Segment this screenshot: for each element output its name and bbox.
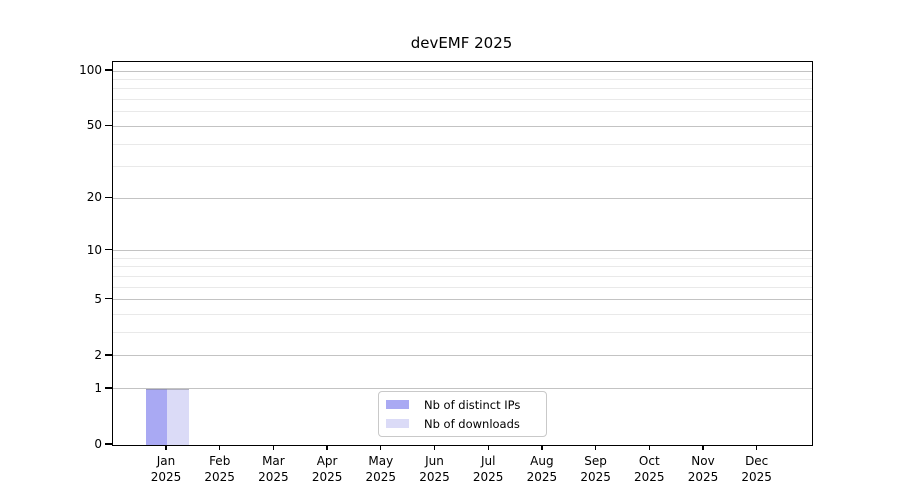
- month-label: Jul: [480, 454, 496, 468]
- month-label: Jun: [425, 454, 444, 468]
- legend-swatch-distinct-ips-icon: [386, 400, 409, 409]
- year-label: 2025: [365, 470, 397, 484]
- gridline-major-100: [113, 70, 812, 72]
- x-tick-label-nov: Nov 2025: [671, 453, 735, 485]
- legend-item-distinct-ips: Nb of distinct IPs: [386, 395, 539, 414]
- legend-swatch-downloads-icon: [386, 419, 409, 428]
- year-label: 2025: [580, 470, 611, 484]
- month-label: Feb: [209, 454, 231, 468]
- y-tick-mark-20: [105, 196, 112, 198]
- gridline-minor-4: [113, 314, 812, 316]
- gridline-minor-9: [113, 257, 812, 259]
- year-label: 2025: [526, 470, 558, 484]
- legend-item-downloads: Nb of downloads: [386, 414, 539, 433]
- x-tick-label-dec: Dec 2025: [725, 453, 789, 485]
- gridline-minor-80: [113, 88, 812, 90]
- x-tick-label-sep: Sep 2025: [564, 453, 628, 485]
- x-tick-mark-sep: [594, 445, 597, 451]
- y-axis: 0 1 2 5 10 20 50 100: [55, 0, 102, 500]
- x-tick-mark-feb: [219, 445, 221, 451]
- x-tick-mark-dec: [756, 445, 758, 451]
- legend-label-downloads: Nb of downloads: [424, 416, 520, 431]
- year-label: 2025: [258, 470, 289, 484]
- gridline-major-50: [113, 125, 812, 127]
- y-tick-label-0: 0: [94, 437, 102, 451]
- x-tick-mark-apr: [326, 445, 328, 451]
- year-label: 2025: [472, 470, 504, 484]
- chart-title: devEMF 2025: [410, 34, 513, 52]
- month-label: May: [368, 454, 394, 468]
- year-label: 2025: [419, 470, 450, 484]
- gridline-major-1: [113, 388, 812, 390]
- year-label: 2025: [634, 470, 665, 484]
- gridline-minor-30: [113, 166, 812, 168]
- legend-label-distinct-ips: Nb of distinct IPs: [424, 397, 521, 412]
- legend: Nb of distinct IPs Nb of downloads: [378, 391, 547, 437]
- gridline-minor-3: [113, 332, 812, 334]
- y-tick-mark-100: [105, 69, 112, 71]
- y-tick-mark-10: [105, 248, 112, 251]
- gridline-major-20: [113, 197, 812, 199]
- month-label: Apr: [316, 454, 338, 468]
- month-label: Nov: [691, 454, 715, 468]
- gridline-major-10: [113, 250, 812, 252]
- x-tick-label-oct: Oct 2025: [617, 453, 681, 485]
- x-tick-mark-jan: [165, 445, 167, 451]
- plot-area: [112, 61, 813, 446]
- y-tick-label-10: 10: [86, 242, 102, 257]
- month-label: Mar: [262, 454, 285, 468]
- y-tick-label-20: 20: [86, 190, 102, 205]
- bar-nb-of-downloads-jan: [167, 388, 189, 445]
- y-tick-label-2: 2: [94, 347, 102, 362]
- y-tick-mark-5: [105, 298, 112, 300]
- x-tick-mark-jun: [433, 445, 436, 451]
- year-label: 2025: [311, 470, 343, 484]
- x-tick-mark-oct: [648, 445, 650, 451]
- x-tick-label-jan: Jan 2025: [134, 453, 198, 485]
- year-label: 2025: [150, 470, 182, 484]
- gridline-major-5: [113, 299, 812, 301]
- y-tick-label-5: 5: [94, 291, 102, 306]
- y-tick-label-50: 50: [86, 118, 102, 133]
- x-tick-label-apr: Apr 2025: [295, 453, 359, 485]
- gridline-minor-60: [113, 111, 812, 113]
- x-tick-mark-jul: [487, 445, 489, 451]
- x-tick-label-mar: Mar 2025: [241, 453, 305, 485]
- x-tick-label-may: May 2025: [349, 453, 413, 485]
- month-label: Sep: [584, 454, 607, 468]
- x-tick-mark-aug: [541, 445, 543, 451]
- gridline-major-2: [113, 355, 812, 357]
- month-label: Jan: [156, 454, 176, 468]
- year-label: 2025: [204, 470, 235, 484]
- gridline-minor-6: [113, 286, 812, 288]
- gridline-minor-40: [113, 143, 812, 145]
- x-tick-mark-nov: [702, 445, 704, 451]
- x-tick-label-jul: Jul 2025: [456, 453, 520, 485]
- x-tick-mark-mar: [272, 445, 275, 451]
- year-label: 2025: [741, 470, 772, 484]
- month-label: Aug: [530, 454, 554, 468]
- x-tick-label-feb: Feb 2025: [188, 453, 252, 485]
- bar-nb-of-distinct-ips-jan: [145, 388, 167, 445]
- y-tick-mark-2: [105, 354, 112, 356]
- year-label: 2025: [687, 470, 719, 484]
- gridline-minor-70: [113, 99, 812, 101]
- y-tick-label-1: 1: [94, 380, 102, 395]
- y-tick-mark-50: [105, 124, 112, 127]
- gridline-minor-8: [113, 266, 812, 268]
- gridline-minor-7: [113, 275, 812, 277]
- month-label: Dec: [745, 454, 769, 468]
- month-label: Oct: [638, 454, 660, 468]
- y-tick-mark-1: [105, 387, 112, 389]
- x-tick-mark-may: [380, 445, 382, 451]
- y-tick-label-100: 100: [79, 63, 102, 77]
- x-tick-label-aug: Aug 2025: [510, 453, 574, 485]
- gridline-minor-90: [113, 78, 812, 80]
- y-tick-mark-0: [105, 443, 112, 445]
- x-tick-label-jun: Jun 2025: [403, 453, 467, 485]
